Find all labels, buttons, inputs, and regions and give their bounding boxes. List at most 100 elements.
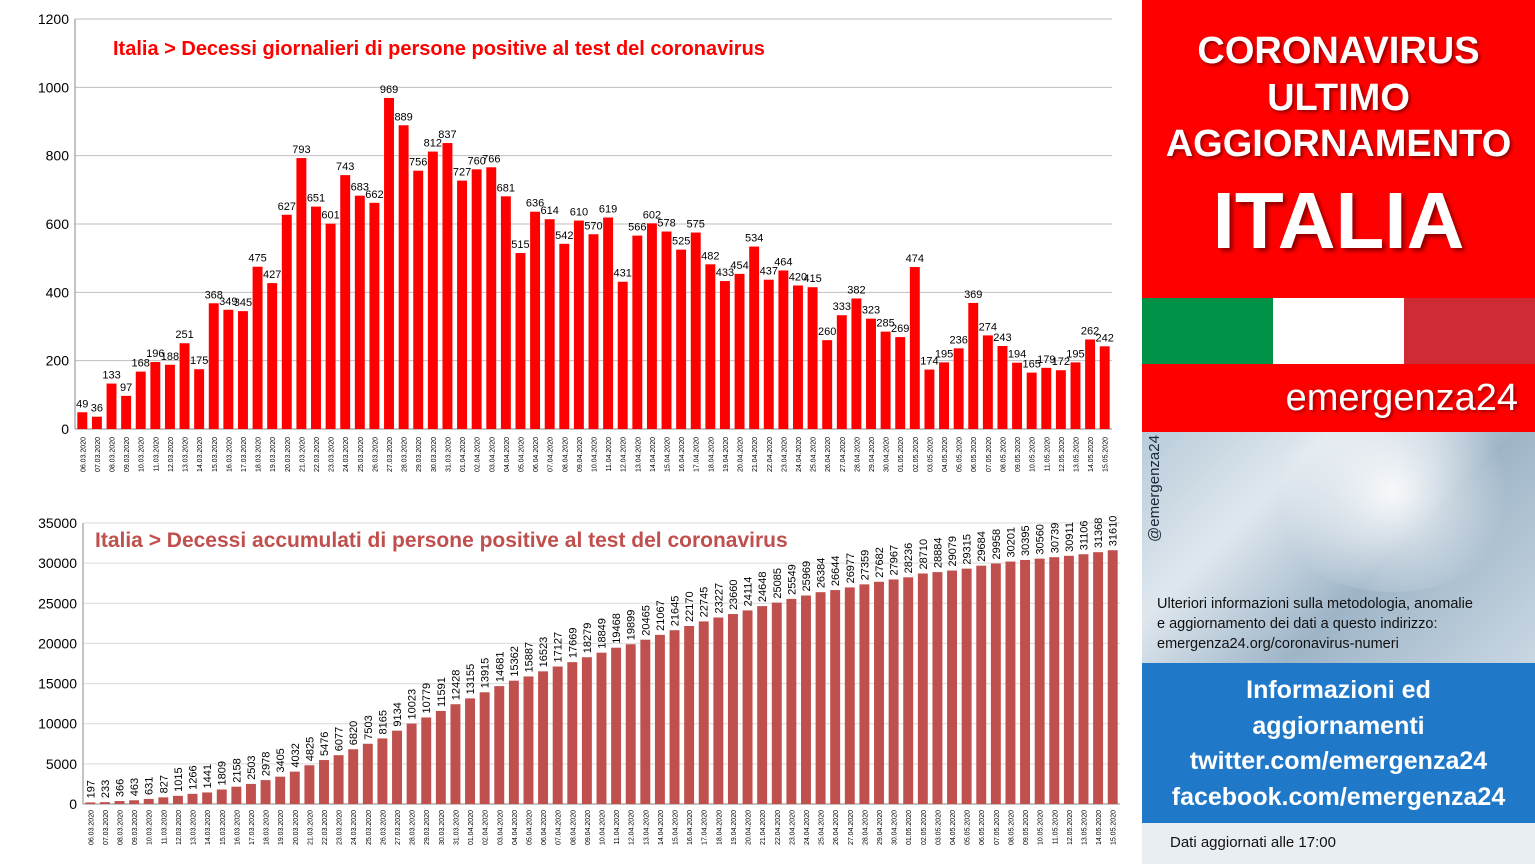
bar — [859, 584, 870, 804]
bar — [260, 780, 271, 804]
x-tick-label: 24.04.2020 — [796, 437, 803, 472]
data-label: 195 — [935, 348, 953, 360]
x-tick-label: 08.04.2020 — [562, 437, 569, 472]
x-tick-label: 21.03.2020 — [299, 437, 306, 472]
facebook-link[interactable]: facebook.com/emergenza24 — [1171, 783, 1506, 811]
info-box: @emergenza24 Ulteriori informazioni sull… — [1142, 432, 1535, 663]
x-tick-label: 14.04.2020 — [658, 810, 665, 845]
data-label: 570 — [584, 220, 602, 232]
x-tick-label: 14.03.2020 — [205, 810, 212, 845]
x-tick-label: 14.04.2020 — [650, 437, 657, 472]
bar — [99, 802, 110, 804]
bar — [530, 211, 541, 429]
bar — [924, 369, 935, 429]
x-tick-label: 14.03.2020 — [197, 437, 204, 472]
x-tick-label: 10.05.2020 — [1030, 437, 1037, 472]
bar — [398, 125, 409, 429]
data-label: 1266 — [188, 765, 200, 789]
bar — [801, 595, 811, 804]
x-tick-label: 09.03.2020 — [124, 437, 131, 472]
y-tick-label: 5000 — [46, 756, 77, 772]
x-tick-label: 11.03.2020 — [153, 437, 160, 472]
data-label: 243 — [993, 332, 1011, 344]
x-tick-label: 27.04.2020 — [848, 810, 855, 845]
x-tick-label: 18.03.2020 — [256, 437, 263, 472]
x-tick-label: 02.05.2020 — [913, 437, 920, 472]
x-tick-label: 12.05.2020 — [1067, 810, 1074, 845]
data-label: 683 — [351, 182, 369, 194]
bar — [194, 369, 205, 429]
x-tick-label: 22.04.2020 — [775, 810, 782, 845]
bar — [135, 371, 146, 429]
bar — [77, 412, 88, 429]
x-tick-label: 11.04.2020 — [614, 810, 621, 845]
bar — [1078, 554, 1089, 804]
x-tick-label: 17.04.2020 — [702, 810, 709, 845]
x-tick-label: 03.05.2020 — [935, 810, 942, 845]
data-label: 49 — [76, 398, 88, 410]
x-tick-label: 10.03.2020 — [139, 437, 146, 472]
x-tick-label: 14.05.2020 — [1088, 437, 1095, 472]
background-glow — [1262, 432, 1522, 592]
x-tick-label: 13.04.2020 — [643, 810, 650, 845]
data-label: 26644 — [830, 555, 842, 586]
y-tick-label: 0 — [61, 421, 69, 437]
chart-title: Italia > Decessi giornalieri di persone … — [113, 38, 765, 60]
data-label: 242 — [1096, 332, 1114, 344]
x-tick-label: 23.03.2020 — [329, 437, 336, 472]
x-tick-label: 07.03.2020 — [103, 810, 110, 845]
sidebar-panel: CORONAVIRUS ULTIMO AGGIORNAMENTO ITALIA … — [1142, 0, 1535, 864]
x-tick-label: 11.04.2020 — [606, 437, 613, 472]
x-tick-label: 16.03.2020 — [234, 810, 241, 845]
twitter-link[interactable]: twitter.com/emergenza24 — [1189, 747, 1488, 775]
data-label: 601 — [321, 210, 339, 222]
bar — [719, 281, 730, 429]
x-tick-label: 30.04.2020 — [884, 437, 891, 472]
x-tick-label: 20.03.2020 — [293, 810, 300, 845]
info-text: Ulteriori informazioni sulla metodologia… — [1157, 594, 1529, 654]
social-handle: @emergenza24 — [1146, 435, 1163, 542]
x-tick-label: 02.05.2020 — [921, 810, 928, 845]
data-label: 345 — [234, 297, 252, 309]
data-label: 28884 — [932, 538, 944, 569]
x-tick-label: 29.03.2020 — [424, 810, 431, 845]
data-label: 474 — [906, 253, 924, 265]
x-tick-label: 07.05.2020 — [994, 810, 1001, 845]
y-tick-label: 35000 — [38, 515, 77, 531]
x-tick-label: 30.03.2020 — [439, 810, 446, 845]
data-label: 20465 — [640, 605, 652, 636]
data-label: 29684 — [976, 531, 988, 562]
x-tick-label: 30.04.2020 — [892, 810, 899, 845]
bar — [763, 279, 774, 429]
x-tick-label: 22.03.2020 — [322, 810, 329, 845]
x-tick-label: 12.03.2020 — [176, 810, 183, 845]
data-label: 30560 — [1035, 524, 1047, 555]
data-label: 195 — [1066, 348, 1084, 360]
x-tick-label: 30.03.2020 — [431, 437, 438, 472]
data-label: 28236 — [903, 543, 915, 574]
data-label: 619 — [599, 204, 617, 216]
bar — [1041, 367, 1052, 429]
data-label: 175 — [190, 355, 208, 367]
bar — [757, 606, 768, 804]
x-tick-label: 31.03.2020 — [445, 437, 452, 472]
x-tick-label: 21.03.2020 — [307, 810, 314, 845]
data-label: 31610 — [1108, 516, 1120, 547]
bar — [932, 572, 943, 804]
data-label: 28710 — [918, 539, 930, 570]
x-tick-label: 09.05.2020 — [1015, 437, 1022, 472]
data-label: 4032 — [290, 743, 302, 767]
data-label: 31106 — [1078, 520, 1090, 550]
data-label: 29079 — [947, 536, 959, 567]
data-label: 575 — [687, 219, 705, 231]
bar — [450, 704, 461, 804]
y-tick-label: 20000 — [38, 635, 77, 651]
bar — [333, 755, 344, 804]
x-tick-label: 05.04.2020 — [518, 437, 525, 472]
x-tick-label: 03.04.2020 — [497, 810, 504, 845]
data-label: 369 — [964, 289, 982, 301]
bar — [523, 676, 534, 804]
data-label: 27359 — [859, 550, 871, 581]
info-link[interactable]: emergenza24.org/coronavirus-numeri — [1157, 636, 1399, 652]
data-label: 18849 — [597, 618, 609, 649]
